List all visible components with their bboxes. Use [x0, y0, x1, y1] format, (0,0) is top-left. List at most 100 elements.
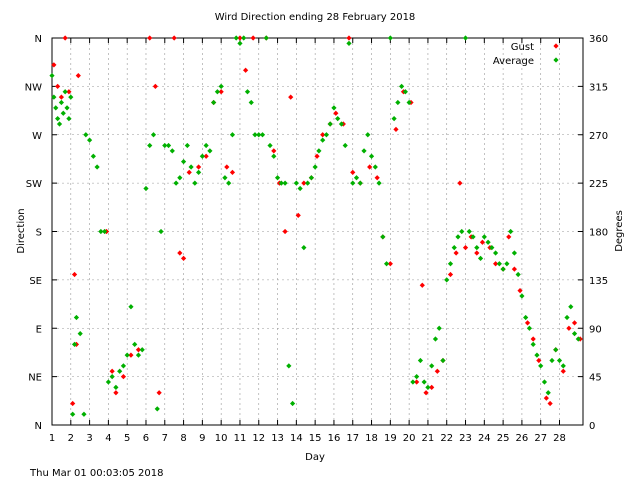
average-point — [282, 180, 288, 186]
average-point — [139, 347, 145, 353]
average-point — [575, 336, 581, 342]
gust-point — [186, 169, 192, 175]
y-tick-label-right: 135 — [589, 276, 608, 287]
average-point — [346, 40, 352, 46]
y-tick-label-right: 0 — [589, 421, 595, 432]
average-point — [549, 357, 555, 364]
x-tick-label: 8 — [180, 433, 186, 444]
average-point — [77, 331, 83, 337]
average-point — [83, 132, 89, 138]
x-tick-label: 16 — [328, 433, 341, 444]
average-point — [259, 132, 266, 138]
average-point — [165, 142, 172, 149]
gust-point — [530, 336, 536, 342]
gust-point — [479, 239, 486, 245]
gust-point — [152, 83, 158, 89]
average-point — [128, 304, 134, 310]
gust-point — [243, 67, 249, 73]
x-tick-label: 11 — [234, 433, 247, 444]
average-point — [214, 89, 221, 95]
x-tick-label: 12 — [252, 433, 265, 444]
average-point — [98, 228, 104, 235]
average-point — [361, 148, 367, 154]
average-point — [560, 363, 566, 369]
y-tick-label-left: NW — [25, 82, 42, 93]
x-tick-label: 4 — [105, 433, 111, 444]
average-point — [474, 245, 480, 251]
x-tick-label: 2 — [68, 433, 74, 444]
average-point — [199, 153, 205, 159]
gust-point — [196, 164, 202, 170]
gust-point — [70, 400, 76, 407]
gust-point — [66, 89, 72, 95]
gust-point — [58, 94, 64, 100]
average-point — [102, 228, 108, 235]
average-point — [86, 137, 93, 143]
average-point — [222, 175, 228, 181]
y-tick-label-right: 45 — [589, 373, 602, 384]
average-point — [56, 121, 63, 127]
average-point — [342, 142, 348, 149]
footer-timestamp: Thu Mar 01 00:03:05 2018 — [29, 468, 163, 479]
gust-point — [288, 94, 294, 100]
y-tick-label-right: 180 — [589, 228, 608, 239]
average-point — [308, 175, 314, 181]
average-point — [229, 132, 236, 138]
x-tick-label: 1 — [49, 433, 55, 444]
average-point — [162, 142, 168, 149]
average-point — [184, 142, 190, 149]
gust-point — [128, 352, 134, 358]
average-point — [113, 384, 119, 390]
y-axis-label-left: Direction — [16, 208, 27, 253]
average-point — [429, 363, 435, 369]
y-tick-label-left: N — [35, 34, 42, 45]
grid-lines — [52, 38, 583, 425]
x-tick-label: 15 — [309, 433, 322, 444]
average-point — [180, 159, 187, 165]
gust-point — [237, 35, 243, 41]
average-point — [564, 314, 570, 321]
gust-point — [462, 245, 469, 251]
average-point — [267, 142, 273, 149]
average-point — [380, 234, 386, 240]
average-point — [64, 105, 70, 111]
average-point — [395, 99, 401, 106]
x-tick-label: 18 — [365, 433, 378, 444]
average-point — [462, 35, 469, 41]
average-point — [477, 255, 484, 261]
average-point — [519, 293, 525, 299]
average-point — [496, 261, 502, 267]
gust-point — [387, 261, 393, 267]
gust-point — [367, 164, 373, 170]
average-point — [252, 132, 258, 138]
average-point — [154, 406, 160, 412]
y-tick-label-left: SW — [26, 179, 42, 190]
gust-point — [429, 384, 435, 390]
average-point — [147, 142, 153, 149]
y-tick-label-left: SE — [29, 276, 42, 287]
average-point — [350, 180, 356, 186]
x-tick-label: 21 — [422, 433, 435, 444]
average-point — [372, 164, 378, 170]
y-tick-label-right: 225 — [589, 179, 608, 190]
data-points — [49, 35, 583, 417]
average-point — [49, 73, 55, 79]
average-point — [515, 271, 521, 278]
axis-ticks: 1 2 3 4 5 6 7 8 9 10 11 12 13 14 15 16 17 18 19 20 21 22 23 24 2… — [25, 34, 608, 444]
gust-point — [229, 169, 236, 175]
average-point — [331, 105, 337, 111]
average-point — [353, 175, 360, 181]
legend-label-gust: Gust — [511, 42, 534, 53]
average-point — [489, 245, 495, 251]
gust-point — [511, 266, 517, 272]
gust-point — [374, 175, 380, 181]
average-point — [169, 148, 175, 154]
gust-point — [55, 83, 61, 89]
average-point — [70, 411, 76, 417]
x-tick-label: 28 — [553, 433, 566, 444]
x-tick-label: 7 — [162, 433, 168, 444]
average-point — [256, 132, 262, 138]
average-point — [504, 261, 510, 267]
average-point — [297, 185, 303, 192]
x-tick-label: 14 — [290, 433, 303, 444]
